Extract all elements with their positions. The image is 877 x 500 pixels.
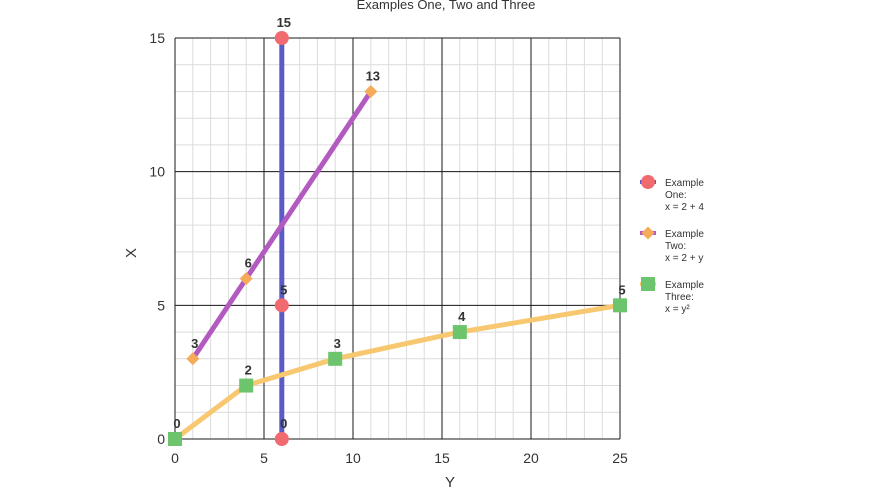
y-tick-label: 5	[157, 297, 165, 313]
marker-diamond	[186, 352, 200, 366]
y-tick-label: 10	[149, 164, 165, 180]
legend-label: Two:	[665, 241, 686, 252]
y-tick-label: 15	[149, 30, 165, 46]
marker-diamond	[239, 272, 253, 286]
series-line-3	[172, 302, 623, 442]
legend-label: Example	[665, 229, 704, 240]
x-tick-label: 5	[260, 450, 268, 466]
marker-square	[452, 325, 467, 340]
data-label: 15	[277, 15, 291, 30]
marker-diamond	[364, 84, 378, 98]
data-label: 0	[173, 416, 180, 431]
data-label: 2	[245, 363, 252, 378]
marker-square	[239, 378, 254, 393]
data-label: 4	[458, 309, 466, 324]
marker-square	[328, 351, 343, 366]
data-labels: 0 5 15 3 6 13 0 2 3 4 5	[173, 15, 625, 431]
marker-circle	[274, 298, 289, 313]
marker-square	[613, 298, 627, 313]
x-tick-label: 20	[523, 450, 539, 466]
data-label: 0	[280, 416, 287, 431]
y-axis-title: X	[123, 248, 140, 258]
marker-circle	[274, 432, 289, 446]
data-label: 13	[366, 68, 380, 83]
legend-label: Example	[665, 280, 704, 291]
legend-label: Example	[665, 178, 704, 189]
x-axis-title: Y	[445, 474, 455, 491]
y-tick-label: 0	[157, 431, 165, 447]
data-label: 3	[334, 336, 341, 351]
x-tick-label: 10	[345, 450, 361, 466]
data-label: 3	[191, 336, 198, 351]
legend-label: x = y²	[665, 304, 690, 315]
legend-label: Three:	[665, 292, 694, 303]
x-tick-label: 0	[171, 450, 179, 466]
data-label: 5	[280, 282, 287, 297]
marker-diamond	[641, 226, 655, 240]
marker-square	[168, 432, 182, 446]
legend-label: x = 2 + y	[665, 253, 703, 264]
chart-title: Examples One, Two and Three	[357, 0, 536, 12]
x-tick-label: 25	[612, 450, 628, 466]
series-markers	[168, 31, 627, 446]
marker-circle	[641, 175, 655, 189]
data-label: 6	[245, 256, 252, 271]
major-gridlines	[174, 37, 621, 440]
marker-square	[641, 277, 655, 291]
legend-label: One:	[665, 190, 687, 201]
x-tick-label: 15	[434, 450, 450, 466]
legend-label: x = 2 + 4	[665, 202, 704, 213]
data-label: 5	[618, 282, 625, 297]
marker-circle	[274, 31, 289, 45]
